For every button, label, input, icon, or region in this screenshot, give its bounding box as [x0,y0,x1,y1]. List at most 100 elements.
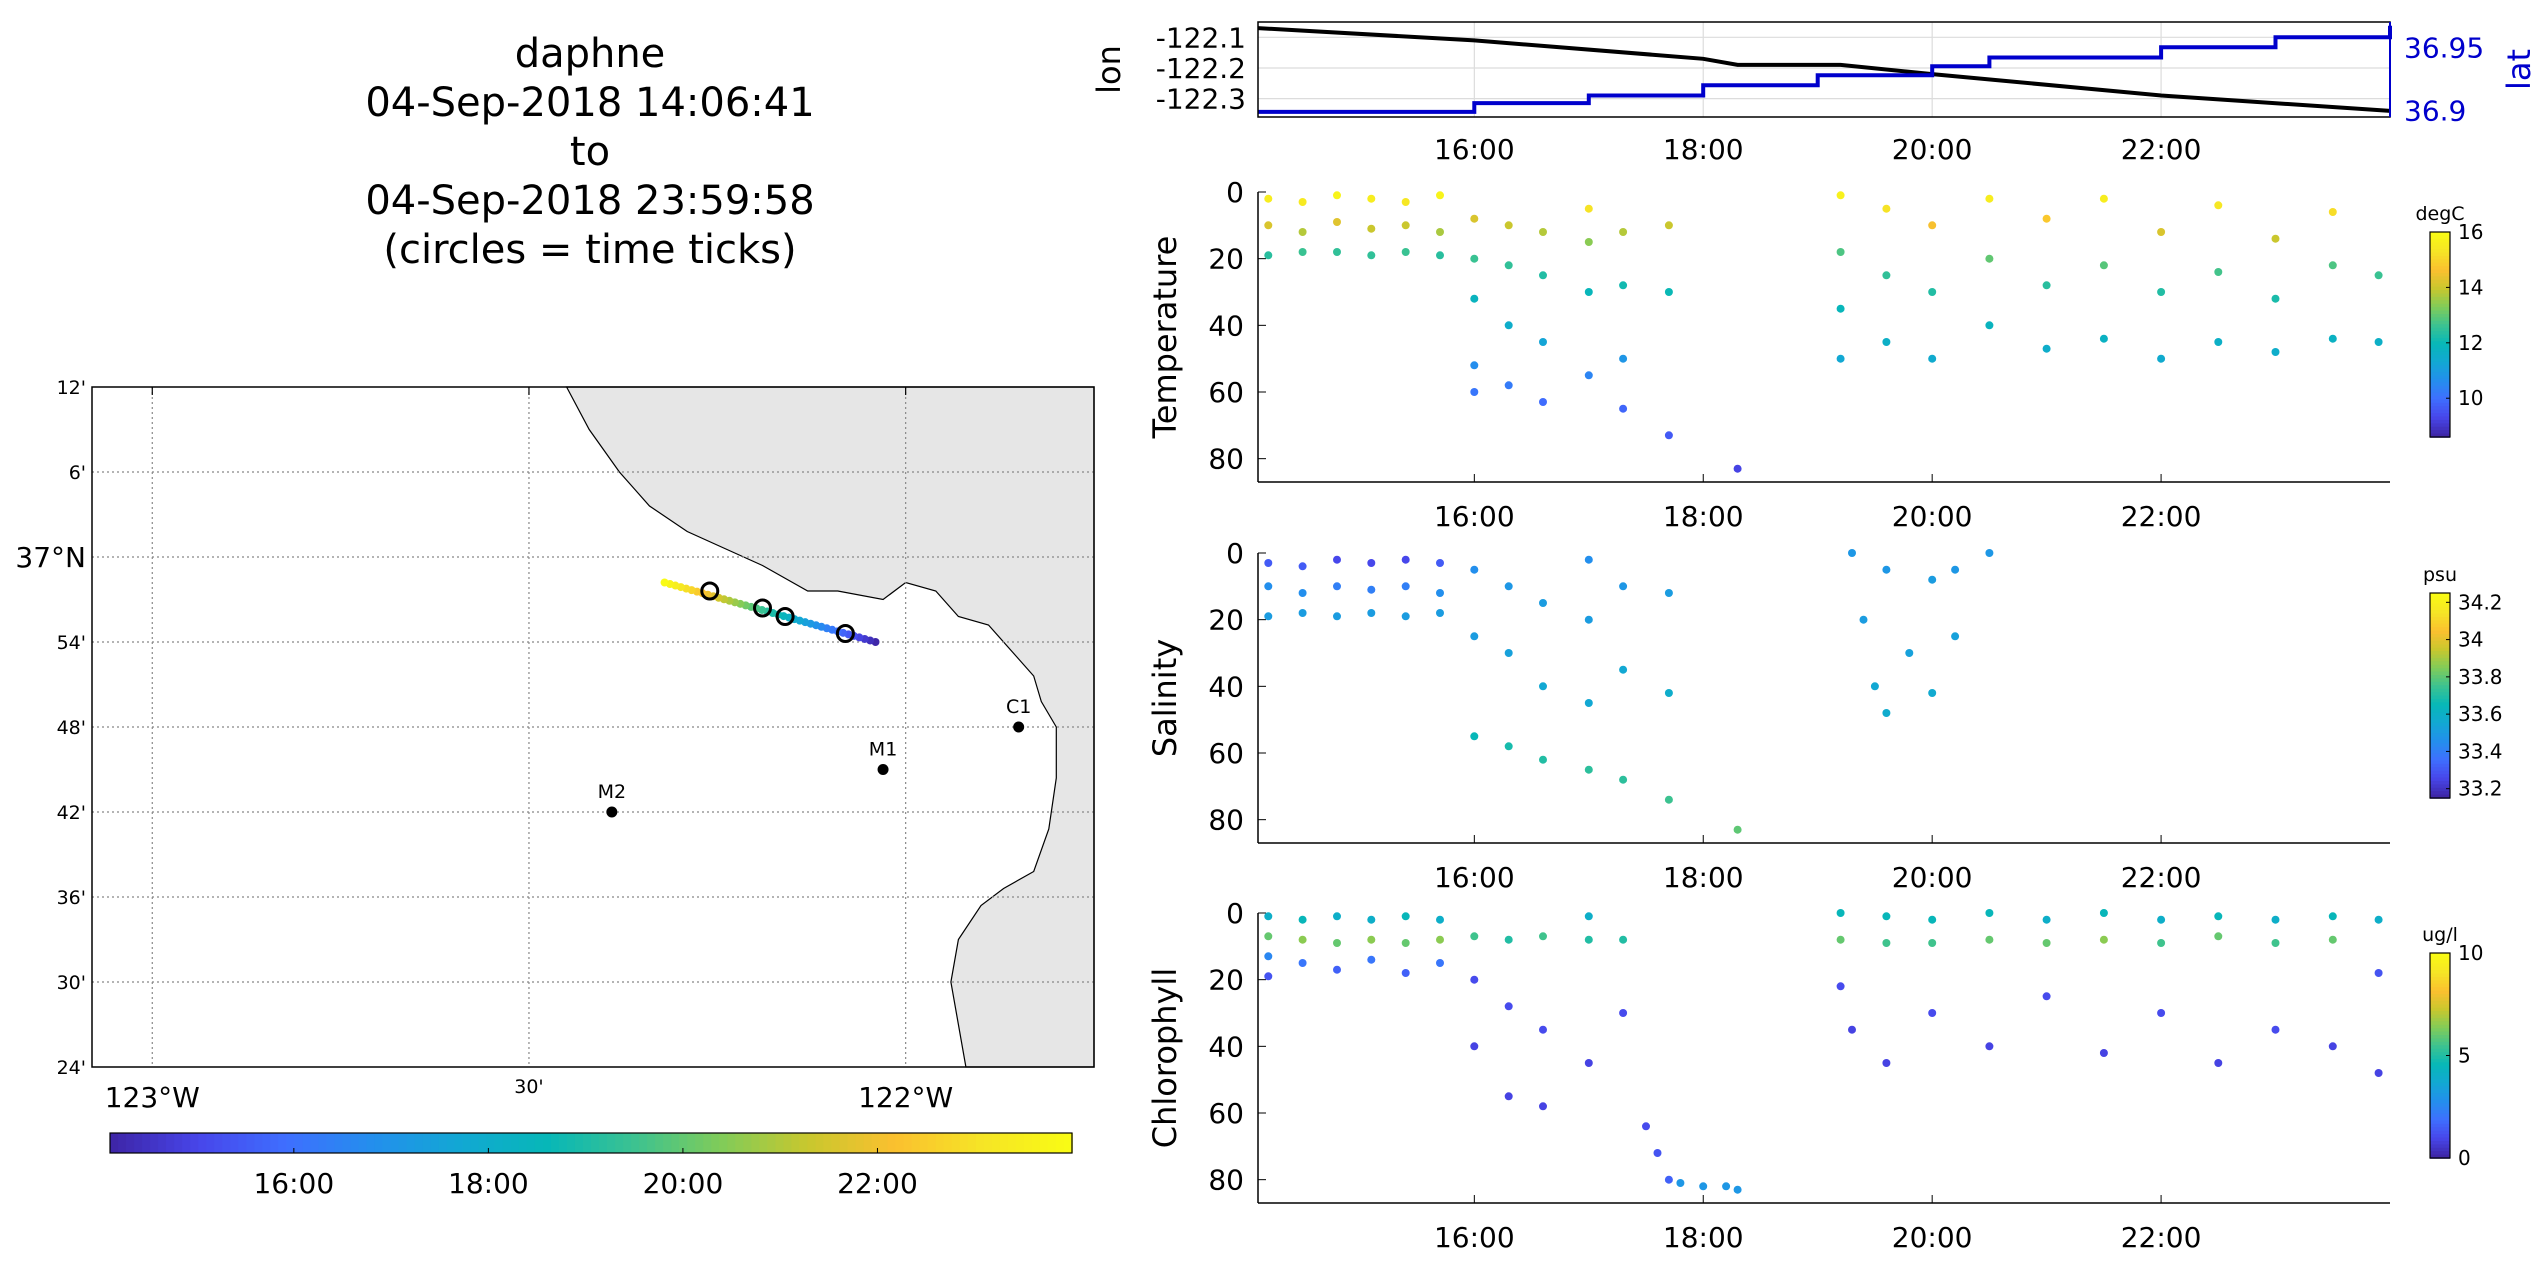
salinity-y-tick-label: 80 [1208,804,1244,837]
chlorophyll-panel: 0 20 40 60 80 16:00 18:00 20:00 22:00 Chlorophyll… [1146,897,2483,1254]
colorbar-step [454,1133,464,1153]
salinity-colorbar-step [2430,719,2450,724]
colorbar-step [775,1133,785,1153]
temperature-colorbar-step [2430,262,2450,267]
lon-series-line [1257,26,2391,113]
chlorophyll-colorbar-step [2430,1069,2450,1074]
temperature-data-point [1985,321,1994,330]
chlorophyll-colorbar-step [2430,1079,2450,1084]
chlorophyll-colorbar-step [2430,1031,2450,1036]
temperature-data-point [2042,214,2051,223]
salinity-data-point [1264,582,1273,591]
salinity-x-tick-label: 16:00 [1434,861,1515,894]
chlorophyll-data-point [2042,915,2051,924]
temperature-data-point [1928,354,1937,363]
colorbar-step [887,1133,897,1153]
salinity-colorbar-step [2430,777,2450,782]
colorbar-step [639,1133,648,1153]
chlorophyll-colorbar-step [2430,956,2450,961]
chlorophyll-colorbar-step [2430,1103,2450,1108]
salinity-data-point [1664,589,1673,597]
temperature-colorbar-step [2430,317,2450,322]
colorbar-step [342,1133,352,1153]
temperature-data-point [2099,334,2108,343]
temperature-data-point [1367,194,1376,203]
temperature-plot-area [1258,192,2390,482]
chlorophyll-colorbar-step [2430,963,2450,968]
salinity-data-point [1333,555,1341,564]
chlorophyll-colorbar-step [2430,1096,2450,1101]
chlorophyll-colorbar-step [2430,987,2450,992]
chlorophyll-data-point [1619,1009,1628,1017]
chlorophyll-data-point [1401,939,1410,947]
temperature-colorbar-tick-label: 16 [2458,220,2483,244]
colorbar-step [999,1133,1009,1153]
temperature-data-point [2157,288,2166,296]
colorbar-step [326,1133,336,1153]
chlorophyll-colorbar-step [2430,1086,2450,1091]
chlorophyll-data-point [1928,939,1937,947]
temperature-data-point [1664,431,1673,440]
chlorophyll-colorbar-step [2430,1099,2450,1105]
temperature-colorbar-step [2430,269,2450,274]
chlorophyll-data-point [2099,935,2108,944]
chlorophyll-colorbar-tick-label: 5 [2458,1044,2471,1068]
temperature-colorbar-step [2430,327,2450,332]
chlorophyll-data-point [1504,1092,1513,1101]
chlorophyll-colorbar-step [2430,1017,2450,1023]
chlorophyll-colorbar-unit: ug/l [2422,924,2458,946]
salinity-colorbar-step [2430,716,2450,721]
colorbar-step [951,1133,961,1153]
salinity-colorbar-step [2430,661,2450,666]
station-label: M1 [869,739,897,761]
temperature-data-point [2271,234,2280,243]
lonlat-x-tick-label: 22:00 [2121,133,2202,166]
temperature-data-point [1985,254,1994,263]
temperature-data-point [1836,248,1845,256]
colorbar-step [711,1133,721,1153]
temperature-data-point [2157,228,2166,236]
chlorophyll-data-point [2374,1069,2383,1077]
chlorophyll-data-point [2214,912,2223,921]
colorbar-step [462,1133,472,1153]
salinity-panel: 0 20 40 60 80 16:00 18:00 20:00 22:00 Salinity psu… [1146,537,2503,894]
colorbar-frame [109,1132,1073,1154]
chlorophyll-data-point [1664,1175,1673,1184]
chlorophyll-data-point [1584,1059,1593,1067]
colorbar-step [815,1133,825,1153]
temperature-y-tick-label: 80 [1208,443,1244,476]
title-line-note: (circles = time ticks) [383,227,797,273]
temperature-data-point [1539,228,1547,236]
temperature-data-point [1539,398,1547,406]
salinity-colorbar-step [2430,705,2450,710]
salinity-colorbar-step [2430,750,2450,755]
colorbar-step [767,1133,777,1153]
salinity-data-point [1264,559,1273,567]
chlorophyll-data-point [1836,909,1845,917]
temperature-x-tick-label: 18:00 [1663,500,1744,533]
colorbar-step [959,1133,969,1153]
chlorophyll-data-point [1882,912,1891,921]
temperature-data-point [2099,194,2108,203]
chlorophyll-data-point [1401,969,1410,977]
salinity-colorbar-step [2430,780,2450,786]
colorbar-step [839,1133,849,1153]
salinity-colorbar-step [2430,729,2450,734]
chlorophyll-data-point [1298,959,1307,967]
colorbar-tick-label: 16:00 [253,1167,334,1200]
salinity-colorbar-step [2430,787,2450,792]
colorbar-step [831,1133,841,1153]
temperature-data-point [1619,404,1628,413]
salinity-colorbar-step [2430,760,2450,765]
colorbar-step [703,1133,713,1153]
temperature-data-point [1470,388,1479,396]
colorbar-step [687,1133,697,1153]
temperature-data-point [1539,271,1547,280]
salinity-colorbar-step [2430,630,2450,635]
salinity-colorbar-step [2430,733,2450,738]
colorbar-step [823,1133,833,1153]
temperature-data-point [1333,248,1341,256]
salinity-data-point [1848,549,1856,557]
temperature-colorbar-step [2430,337,2450,343]
colorbar-step [134,1133,143,1153]
